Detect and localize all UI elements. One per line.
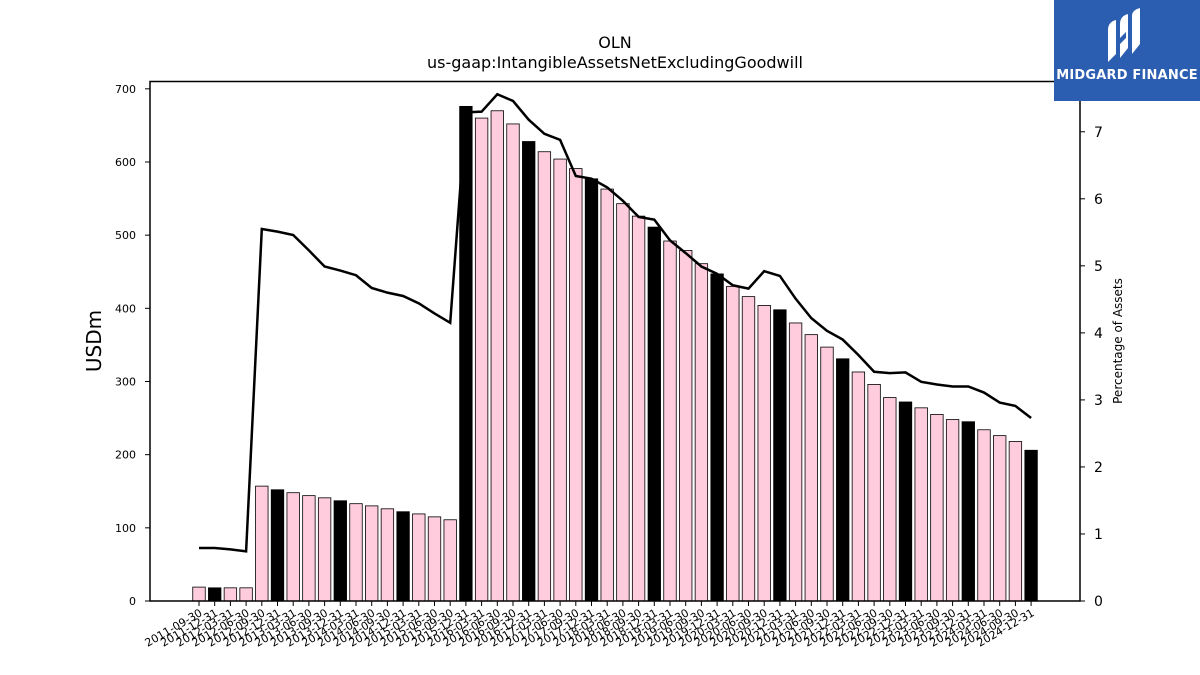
bar-2012-06-30 xyxy=(239,587,253,602)
left-axis: 0 100 200 300 400 500 600 700 xyxy=(115,83,150,608)
bar-2012-12-31 xyxy=(270,489,285,602)
bar-2019-03-31 xyxy=(663,240,677,602)
bar-2017-06-30 xyxy=(553,158,567,602)
bar-2016-06-30 xyxy=(490,110,504,602)
bar-2022-03-31 xyxy=(851,371,866,602)
y2-tick-label: 7 xyxy=(1094,125,1103,141)
x-axis: 2011-09-302011-12-312012-03-312012-06-30… xyxy=(143,601,1037,650)
bars-group xyxy=(192,105,1038,602)
bar-2020-12-31 xyxy=(773,309,787,602)
y-tick-label: 300 xyxy=(115,375,136,388)
bar-2016-03-31 xyxy=(474,117,489,602)
bar-2023-03-31 xyxy=(914,407,928,602)
bar-2014-12-31 xyxy=(396,511,410,602)
bar-2017-03-31 xyxy=(537,151,552,602)
logo-text: MIDGARD FINANCE xyxy=(1056,68,1198,83)
y-tick-label: 500 xyxy=(115,229,136,242)
bar-2017-09-30 xyxy=(569,168,583,602)
y2-tick-label: 3 xyxy=(1094,393,1103,409)
bar-2015-03-31 xyxy=(412,513,426,602)
bar-2014-06-30 xyxy=(365,505,379,602)
y2-tick-label: 5 xyxy=(1094,259,1103,275)
bar-2024-06-30 xyxy=(993,435,1007,602)
plot-frame xyxy=(149,80,1081,602)
bar-2012-03-31 xyxy=(223,587,238,602)
bar-2016-09-30 xyxy=(506,123,520,602)
bar-2013-09-30 xyxy=(317,497,332,602)
y-tick-label: 400 xyxy=(115,302,136,315)
bar-2011-09-30 xyxy=(192,586,206,602)
bar-2021-03-31 xyxy=(788,322,803,602)
y-tick-label: 700 xyxy=(115,83,136,96)
y-tick-label: 600 xyxy=(115,156,136,169)
bar-2018-03-31 xyxy=(600,188,614,602)
bar-2020-09-30 xyxy=(757,304,771,602)
y-tick-label: 200 xyxy=(115,449,136,462)
midgard-logo-icon xyxy=(1108,8,1140,62)
bar-2013-06-30 xyxy=(302,495,316,602)
bar-2016-12-31 xyxy=(522,141,536,602)
bar-2021-09-30 xyxy=(820,346,834,602)
bar-2022-06-30 xyxy=(867,384,881,602)
bar-2017-12-31 xyxy=(584,178,599,602)
bar-2024-03-31 xyxy=(977,429,991,602)
bar-2022-12-31 xyxy=(898,401,913,602)
bar-2012-09-30 xyxy=(255,485,269,602)
bar-2014-03-31 xyxy=(349,503,363,602)
y2-tick-label: 6 xyxy=(1094,192,1103,208)
bar-2019-09-30 xyxy=(694,263,709,602)
bar-2021-12-31 xyxy=(836,358,850,602)
bar-2011-12-31 xyxy=(208,587,222,602)
bar-2020-03-31 xyxy=(726,285,740,602)
bar-2020-06-30 xyxy=(741,296,756,602)
y-axis-label: USDm xyxy=(82,310,106,372)
bar-2023-09-30 xyxy=(945,419,960,602)
logo: MIDGARD FINANCE xyxy=(1054,0,1200,101)
bar-2023-12-31 xyxy=(961,421,975,602)
y2-tick-label: 2 xyxy=(1094,460,1103,476)
y2-tick-label: 0 xyxy=(1094,594,1103,610)
chart-title: OLN xyxy=(598,33,631,52)
bar-2014-09-30 xyxy=(380,508,395,602)
y-tick-label: 0 xyxy=(129,595,136,608)
y2-axis-label: Percentage of Assets xyxy=(1111,278,1125,404)
bar-2023-06-30 xyxy=(930,414,944,602)
y-tick-label: 100 xyxy=(115,522,136,535)
bar-2022-09-30 xyxy=(883,397,897,602)
bar-2018-06-30 xyxy=(616,203,630,602)
percentage-line xyxy=(199,92,1032,553)
bar-2015-06-30 xyxy=(427,516,442,602)
bar-2021-06-30 xyxy=(804,334,818,602)
bar-2019-12-31 xyxy=(710,273,724,602)
right-axis: 0 1 2 3 4 5 6 7 xyxy=(1080,125,1103,610)
bar-2013-03-31 xyxy=(286,492,300,602)
y2-tick-label: 4 xyxy=(1094,326,1103,342)
y2-tick-label: 1 xyxy=(1094,527,1103,543)
bar-2018-09-30 xyxy=(631,215,646,602)
bar-2013-12-31 xyxy=(333,500,347,602)
bar-2018-12-31 xyxy=(647,226,661,602)
bar-2024-09-30 xyxy=(1008,441,1023,602)
bar-2024-12-31 xyxy=(1024,449,1038,602)
bar-2019-06-30 xyxy=(679,250,693,602)
chart-subtitle: us-gaap:IntangibleAssetsNetExcludingGood… xyxy=(427,53,803,72)
bar-2015-09-30 xyxy=(443,519,457,602)
